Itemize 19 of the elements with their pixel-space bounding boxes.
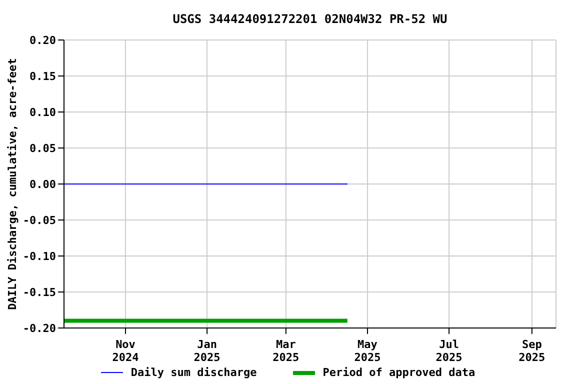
legend-label: Daily sum discharge bbox=[130, 366, 257, 379]
y-tick-label: -0.20 bbox=[22, 322, 56, 335]
x-tick-label: Mar 2025 bbox=[272, 338, 300, 364]
y-tick-label: -0.10 bbox=[22, 250, 56, 263]
x-tick-label: Jul 2025 bbox=[436, 338, 462, 364]
y-tick-label: 0.15 bbox=[30, 70, 56, 83]
legend-label: Period of approved data bbox=[322, 366, 476, 379]
y-tick-label: 0.20 bbox=[30, 34, 56, 47]
y-tick-label: -0.15 bbox=[22, 286, 56, 299]
y-tick-label: 0.10 bbox=[30, 106, 56, 119]
y-tick-label: -0.05 bbox=[22, 214, 56, 227]
chart-title: USGS 344424091272201 02N04W32 PR-52 WU bbox=[172, 12, 448, 26]
x-tick-label: May 2025 bbox=[354, 338, 381, 364]
x-tick-label: Jan 2025 bbox=[194, 338, 220, 364]
x-tick-label: Sep 2025 bbox=[518, 338, 546, 364]
y-axis-title: DAILY Discharge, cumulative, acre-feet bbox=[6, 58, 19, 310]
y-tick-label: 0.00 bbox=[30, 178, 56, 191]
y-tick-label: 0.05 bbox=[30, 142, 56, 155]
x-tick-label: Nov 2024 bbox=[112, 338, 140, 364]
